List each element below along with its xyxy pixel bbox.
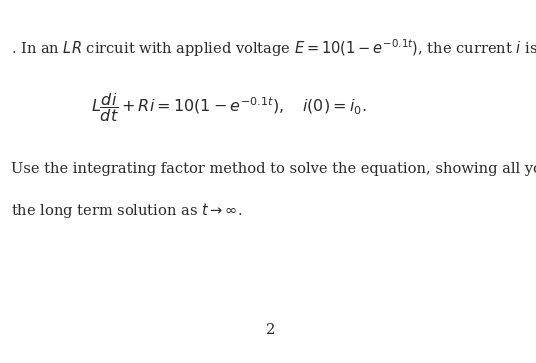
Text: 2: 2 [266,323,276,337]
Text: Use the integrating factor method to solve the equation, showing all your work. : Use the integrating factor method to sol… [11,162,536,176]
Text: . In an $LR$ circuit with applied voltage $E = 10(1 - e^{-0.1t})$, the current $: . In an $LR$ circuit with applied voltag… [11,37,536,58]
Text: the long term solution as $t \to \infty$.: the long term solution as $t \to \infty$… [11,201,242,220]
Text: $L\dfrac{di}{dt} + Ri = 10(1 - e^{-0.1t}), \quad i(0) = i_0.$: $L\dfrac{di}{dt} + Ri = 10(1 - e^{-0.1t}… [91,91,367,124]
